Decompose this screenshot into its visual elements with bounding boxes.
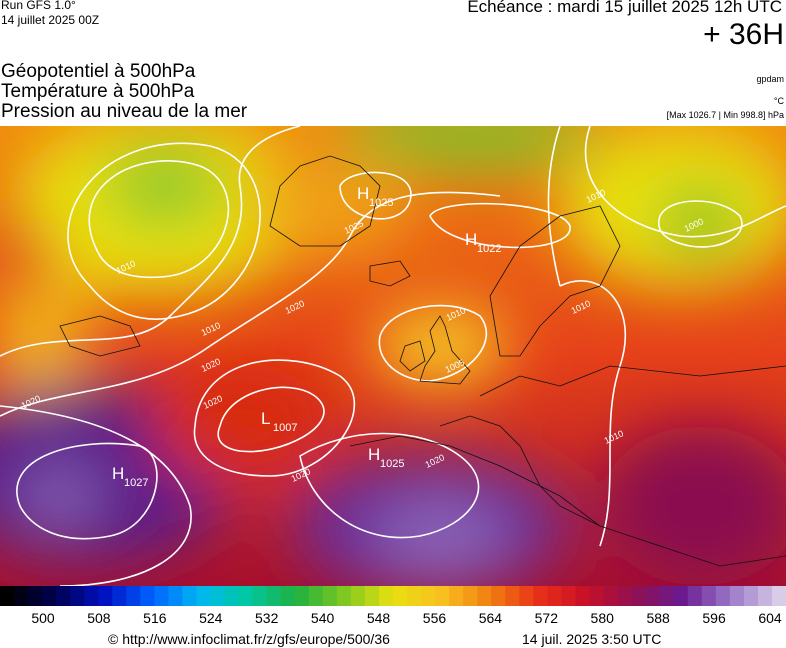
- colorbar-swatch: [771, 586, 786, 606]
- center-symbol: H: [368, 445, 380, 464]
- colorbar-tick-label: 572: [535, 610, 559, 626]
- footer-url: © http://www.infoclimat.fr/z/gfs/europe/…: [108, 631, 390, 647]
- colorbar-swatch: [757, 586, 773, 606]
- colorbar-swatch: [463, 586, 478, 606]
- colorbar-swatch: [28, 586, 43, 606]
- colorbar-swatch: [575, 586, 590, 606]
- colorbar-tick-label: 556: [423, 610, 447, 626]
- colorbar-swatch: [743, 586, 759, 606]
- colorbar-tick-label: 500: [31, 610, 55, 626]
- center-value: 1022: [477, 243, 501, 255]
- colorbar-swatch: [126, 586, 141, 606]
- colorbar-swatch: [224, 586, 240, 606]
- center-symbol: H: [112, 464, 124, 483]
- colorbar-swatch: [491, 586, 506, 606]
- colorbar-swatch: [294, 586, 310, 606]
- colorbar-swatch: [322, 586, 338, 606]
- colorbar-swatch: [350, 586, 366, 606]
- colorbar-swatch: [617, 586, 633, 606]
- isobars: [0, 126, 786, 586]
- colorbar-tick-label: 508: [87, 610, 111, 626]
- center-value: 1025: [369, 197, 393, 209]
- colorbar-swatch: [84, 586, 99, 606]
- colorbar-swatch: [112, 586, 127, 606]
- colorbar-tick-label: 596: [702, 610, 726, 626]
- colorbar-swatch: [687, 586, 703, 606]
- colorbar-swatch: [210, 586, 226, 606]
- colorbar-swatch: [168, 586, 183, 606]
- colorbar-swatch: [421, 586, 436, 606]
- colorbar-swatch: [266, 586, 282, 606]
- run-label: Run GFS 1.0°: [1, 0, 76, 12]
- colorbar-tick-label: 564: [479, 610, 503, 626]
- colorbar-tick-label: 588: [646, 610, 670, 626]
- center-symbol: L: [261, 409, 270, 428]
- colorbar-swatch: [561, 586, 576, 606]
- colorbar-swatch: [0, 586, 15, 606]
- footer-timestamp: 14 juil. 2025 3:50 UTC: [522, 631, 662, 647]
- colorbar-tick-label: 580: [591, 610, 615, 626]
- colorbar-swatch: [378, 586, 394, 606]
- colorbar-swatch: [505, 586, 520, 606]
- colorbar-swatch: [631, 586, 647, 606]
- colorbar-swatch: [449, 586, 464, 606]
- colorbar-swatch: [98, 586, 113, 606]
- colorbar-swatch: [407, 586, 422, 606]
- colorbar-swatch: [477, 586, 492, 606]
- lead-time: + 36H: [703, 18, 784, 51]
- title-1: Géopotentiel à 500hPa: [1, 61, 196, 82]
- colorbar-swatch: [673, 586, 689, 606]
- colorbar-swatch: [308, 586, 324, 606]
- colorbar-swatch: [729, 586, 745, 606]
- run-date: 14 juillet 2025 00Z: [1, 13, 100, 27]
- colorbar-swatch: [519, 586, 534, 606]
- colorbar-swatch: [645, 586, 661, 606]
- colorbar-swatch: [533, 586, 548, 606]
- colorbar-swatch: [336, 586, 352, 606]
- pressure-range: [Max 1026.7 | Min 998.8] hPa: [666, 110, 784, 120]
- coastlines: [59, 155, 786, 567]
- colorbar-tick-label: 524: [199, 610, 223, 626]
- colorbar-swatch: [154, 586, 169, 606]
- colorbar-swatch: [196, 586, 212, 606]
- colorbar-swatch: [435, 586, 450, 606]
- title-3: Pression au niveau de la mer: [1, 101, 248, 122]
- colorbar-swatch: [715, 586, 731, 606]
- colorbar-swatch: [603, 586, 619, 606]
- colorbar-swatch: [56, 586, 71, 606]
- colorbar-swatch: [659, 586, 675, 606]
- unit-geopotential: gpdam: [756, 74, 784, 84]
- colorbar-swatch: [42, 586, 57, 606]
- colorbar-swatch: [70, 586, 85, 606]
- colorbar-swatch: [182, 586, 197, 606]
- colorbar-swatch: [238, 586, 254, 606]
- colorbar-swatch: [589, 586, 605, 606]
- center-value: 1025: [380, 458, 404, 470]
- center-symbol: H: [465, 230, 477, 249]
- colorbar-tick-label: 516: [143, 610, 167, 626]
- colorbar-swatch: [547, 586, 562, 606]
- echeance: Echéance : mardi 15 juillet 2025 12h UTC: [467, 0, 782, 16]
- colorbar: 500 508 516 524 532 540 548 556 564 572 580 588 596 6…: [0, 586, 786, 626]
- colorbar-swatch: [140, 586, 155, 606]
- colorbar-swatch: [252, 586, 268, 606]
- center-value: 1027: [124, 477, 148, 489]
- colorbar-swatch: [14, 586, 29, 606]
- colorbar-swatch: [280, 586, 296, 606]
- unit-temperature: °C: [773, 96, 784, 106]
- center-symbol: H: [357, 184, 369, 203]
- colorbar-swatch: [393, 586, 408, 606]
- center-value: 1007: [273, 422, 297, 434]
- colorbar-tick-label: 604: [758, 610, 782, 626]
- colorbar-swatch: [701, 586, 717, 606]
- colorbar-tick-label: 540: [311, 610, 335, 626]
- colorbar-tick-label: 532: [255, 610, 279, 626]
- title-2: Température à 500hPa: [1, 81, 195, 102]
- colorbar-swatch: [364, 586, 380, 606]
- colorbar-tick-label: 548: [367, 610, 391, 626]
